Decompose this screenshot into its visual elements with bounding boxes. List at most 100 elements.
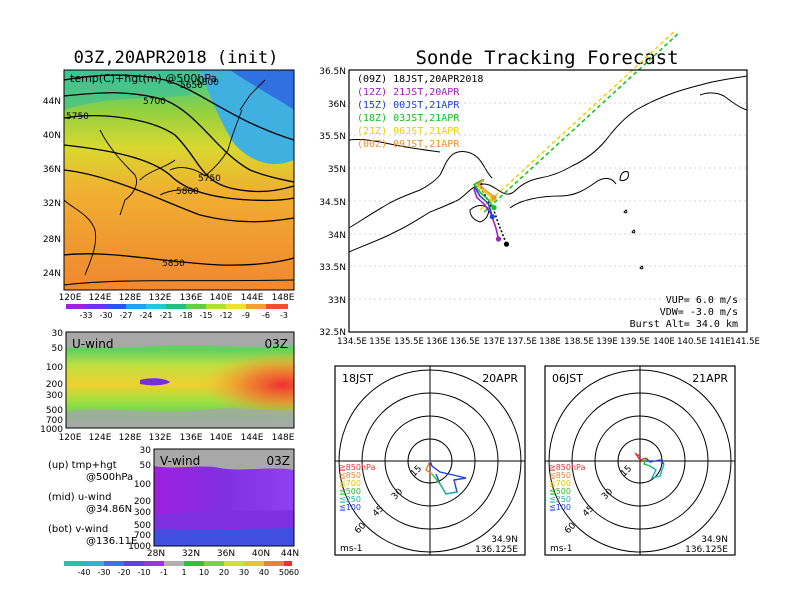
lon-tick: 139.5E bbox=[620, 337, 650, 347]
hodograph-18jst: 15 30 45 60 18JST 20APR ≧850hPa ≦850 ≦70… bbox=[334, 365, 526, 556]
colorbar-tick: -30 bbox=[97, 568, 110, 577]
pressure-tick: 50 bbox=[52, 344, 64, 354]
hodo-unit: ms-1 bbox=[340, 544, 362, 554]
lon-tick: 135E bbox=[369, 337, 391, 347]
landing-point-3 bbox=[491, 205, 497, 211]
level-legend: ≦850 bbox=[339, 471, 361, 480]
colorbar-tick: -12 bbox=[219, 311, 232, 320]
overlay-label: temp(C)+hgt(m) @500hPa bbox=[70, 72, 217, 85]
pressure-tick: 500 bbox=[46, 406, 63, 416]
track-map: (09Z) 18JST,20APR2018 (12Z) 21JST,20APR … bbox=[319, 29, 760, 347]
contour-label: 5800 bbox=[196, 78, 219, 88]
level-legend: ≦500 bbox=[549, 487, 571, 496]
colorbar-tick: -6 bbox=[262, 311, 270, 320]
lon-tick: 120E bbox=[59, 433, 82, 443]
hodo-time: 06JST bbox=[552, 372, 583, 385]
colorbar-tick: -1 bbox=[160, 568, 168, 577]
colorbar-tick: -33 bbox=[79, 311, 92, 320]
lon-tick: 137.5E bbox=[507, 337, 537, 347]
lon-tick: 136E bbox=[426, 337, 448, 347]
colorbar-tick: 10 bbox=[199, 568, 209, 577]
lon-tick: 138.5E bbox=[564, 337, 594, 347]
hodo-lat: 34.9N bbox=[491, 535, 518, 545]
hodo-lon: 136.125E bbox=[475, 545, 518, 555]
lat-tick: 40N bbox=[43, 131, 61, 141]
lon-tick: 124E bbox=[89, 433, 112, 443]
lon-tick: 137E bbox=[483, 337, 505, 347]
level-legend: ≧850hPa bbox=[549, 463, 586, 472]
lat-tick: 32.5N bbox=[319, 328, 346, 338]
lon-tick: 140E bbox=[653, 337, 675, 347]
contour-label: 5750 bbox=[198, 174, 221, 184]
colorbar-tick: -18 bbox=[179, 311, 192, 320]
flight-path-green bbox=[483, 31, 681, 213]
lon-tick: 140E bbox=[210, 433, 233, 443]
coastline bbox=[99, 79, 266, 216]
landing-point-1 bbox=[495, 236, 502, 242]
synoptic-map: temp(C)+hgt(m) @500hPa 5650 5800 5700 57… bbox=[43, 69, 295, 303]
colorbar-tick: -27 bbox=[119, 311, 132, 320]
lat-tick: 36N bbox=[43, 165, 61, 175]
hodo-date: 21APR bbox=[692, 372, 728, 385]
pressure-tick: 1000 bbox=[40, 425, 63, 435]
lat-tick: 24N bbox=[43, 269, 61, 279]
track-lines bbox=[472, 178, 510, 247]
grid bbox=[349, 102, 747, 300]
pressure-tick: 30 bbox=[52, 329, 64, 339]
synoptic-title: 03Z,20APR2018 (init) bbox=[74, 48, 279, 68]
level-legend: ≦100 bbox=[549, 503, 571, 512]
contour-label: 5700 bbox=[143, 97, 166, 107]
lon-tick: 144E bbox=[241, 433, 264, 443]
wind-colorbar: -40 -30 -20 -10 -1 1 10 20 30 40 50 60 bbox=[64, 561, 299, 577]
hodo-time: 18JST bbox=[342, 372, 373, 385]
pressure-tick: 300 bbox=[46, 391, 63, 401]
contour-label: 5800 bbox=[176, 187, 199, 197]
lat-tick: 44N bbox=[281, 549, 299, 559]
lon-tick: 141E bbox=[709, 337, 731, 347]
vwind-label: V-wind bbox=[160, 454, 200, 468]
pressure-tick: 30 bbox=[140, 446, 152, 456]
colorbar-tick: 60 bbox=[289, 568, 299, 577]
vwind-panel: V-wind 03Z 30 50 100 200 300 500 700 100… bbox=[128, 446, 299, 559]
lat-tick: 40N bbox=[252, 549, 270, 559]
lon-tick: 140E bbox=[210, 293, 233, 303]
track-line-0 bbox=[480, 179, 508, 245]
level-legend: ≦850 bbox=[549, 471, 571, 480]
lon-tick: 138E bbox=[539, 337, 561, 347]
legend-item-15z: (15Z) 00JST,21APR bbox=[357, 100, 460, 111]
note-up-level: @500hPa bbox=[86, 472, 133, 483]
lat-tick: 34N bbox=[328, 231, 346, 241]
pressure-tick: 1000 bbox=[128, 542, 151, 552]
uwind-time: 03Z bbox=[265, 337, 289, 351]
note-up: (up) tmp+hgt bbox=[48, 460, 117, 471]
note-bot: (bot) v-wind bbox=[48, 524, 108, 535]
lon-tick: 141.5E bbox=[730, 337, 760, 347]
lon-tick: 132E bbox=[149, 293, 172, 303]
contour-5800 bbox=[63, 144, 295, 202]
level-legend: ≦700 bbox=[339, 479, 361, 488]
lat-tick: 28N bbox=[43, 235, 61, 245]
colorbar-tick: -21 bbox=[159, 311, 172, 320]
lon-tick: 144E bbox=[241, 293, 264, 303]
contour-5850 bbox=[63, 253, 295, 266]
lon-tick: 148E bbox=[272, 293, 295, 303]
lon-tick: 136.5E bbox=[450, 337, 480, 347]
colorbar-tick: -3 bbox=[280, 311, 288, 320]
colorbar-tick: -30 bbox=[99, 311, 112, 320]
pressure-tick: 700 bbox=[134, 531, 151, 541]
lon-tick: 128E bbox=[119, 433, 142, 443]
lat-tick: 28N bbox=[147, 549, 165, 559]
landing-point-2 bbox=[489, 214, 495, 220]
lat-tick: 35.5N bbox=[319, 132, 346, 142]
lon-tick: 124E bbox=[89, 293, 112, 303]
lon-tick: 132E bbox=[149, 433, 172, 443]
burst-altitude: Burst Alt= 34.0 km bbox=[630, 319, 738, 330]
colorbar-tick: -15 bbox=[199, 311, 212, 320]
lon-tick: 120E bbox=[59, 293, 82, 303]
track-line-1 bbox=[473, 178, 500, 240]
flight-path-yellow bbox=[479, 29, 677, 211]
lat-tick: 33N bbox=[328, 296, 346, 306]
lat-tick: 33.5N bbox=[319, 263, 346, 273]
contour-label: 5650 bbox=[180, 81, 203, 91]
